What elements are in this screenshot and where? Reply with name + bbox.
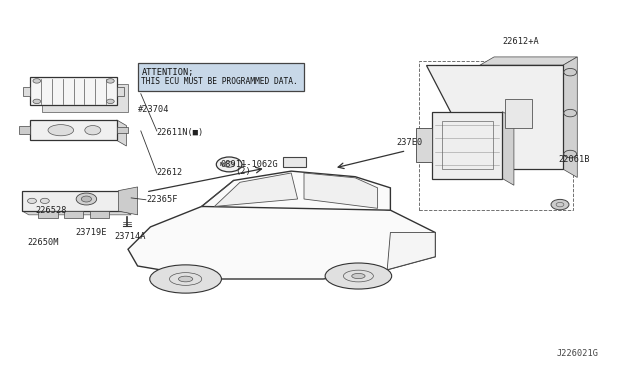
Ellipse shape (179, 276, 193, 282)
Circle shape (564, 68, 577, 76)
Ellipse shape (85, 126, 101, 135)
Text: 22061B: 22061B (558, 155, 589, 164)
Polygon shape (505, 99, 532, 128)
Text: ATTENTION;: ATTENTION; (141, 68, 194, 77)
Polygon shape (118, 187, 138, 215)
Polygon shape (214, 173, 298, 206)
Text: J226021G: J226021G (556, 349, 598, 358)
Circle shape (81, 196, 92, 202)
FancyBboxPatch shape (138, 63, 304, 91)
Polygon shape (22, 190, 125, 211)
Text: 08911-1062G: 08911-1062G (221, 160, 278, 169)
Polygon shape (202, 171, 390, 210)
Polygon shape (90, 211, 109, 218)
Text: 23719E: 23719E (76, 228, 107, 237)
Polygon shape (128, 199, 435, 279)
Ellipse shape (48, 125, 74, 136)
Circle shape (106, 99, 114, 104)
Text: 226528: 226528 (35, 206, 67, 215)
Text: 22365F: 22365F (146, 195, 177, 204)
Ellipse shape (325, 263, 392, 289)
Polygon shape (31, 120, 116, 140)
Ellipse shape (150, 265, 221, 293)
Circle shape (28, 198, 36, 203)
Polygon shape (563, 57, 577, 177)
Polygon shape (304, 173, 378, 208)
Circle shape (216, 157, 242, 172)
Polygon shape (22, 211, 131, 215)
Circle shape (106, 79, 114, 83)
Ellipse shape (352, 273, 365, 279)
Circle shape (551, 199, 569, 210)
Polygon shape (116, 127, 128, 133)
Polygon shape (283, 157, 306, 167)
Text: 23714A: 23714A (114, 232, 145, 241)
Polygon shape (116, 87, 124, 96)
Text: 237E0: 237E0 (397, 138, 423, 147)
Circle shape (564, 109, 577, 117)
Text: 22611N(■): 22611N(■) (157, 128, 204, 137)
Text: (2): (2) (236, 167, 252, 176)
Polygon shape (23, 87, 31, 96)
Polygon shape (19, 126, 31, 134)
Polygon shape (432, 112, 502, 179)
Polygon shape (38, 211, 58, 218)
Text: THIS ECU MUST BE PROGRAMMED DATA.: THIS ECU MUST BE PROGRAMMED DATA. (141, 77, 298, 86)
Text: 22612+A: 22612+A (502, 37, 539, 46)
Polygon shape (502, 112, 514, 185)
Polygon shape (31, 77, 116, 105)
Circle shape (76, 193, 97, 205)
Polygon shape (416, 128, 432, 162)
Circle shape (33, 99, 41, 104)
Text: #23704: #23704 (138, 105, 169, 114)
Text: N: N (220, 161, 223, 167)
Polygon shape (116, 120, 127, 146)
Polygon shape (64, 211, 83, 218)
Circle shape (33, 79, 41, 83)
Text: 22612: 22612 (157, 169, 183, 177)
Circle shape (564, 150, 577, 158)
Circle shape (40, 198, 49, 203)
Polygon shape (480, 57, 577, 65)
Polygon shape (387, 232, 435, 270)
Polygon shape (42, 84, 128, 112)
Polygon shape (426, 65, 563, 169)
Circle shape (224, 161, 234, 167)
Text: 22650M: 22650M (27, 238, 58, 247)
